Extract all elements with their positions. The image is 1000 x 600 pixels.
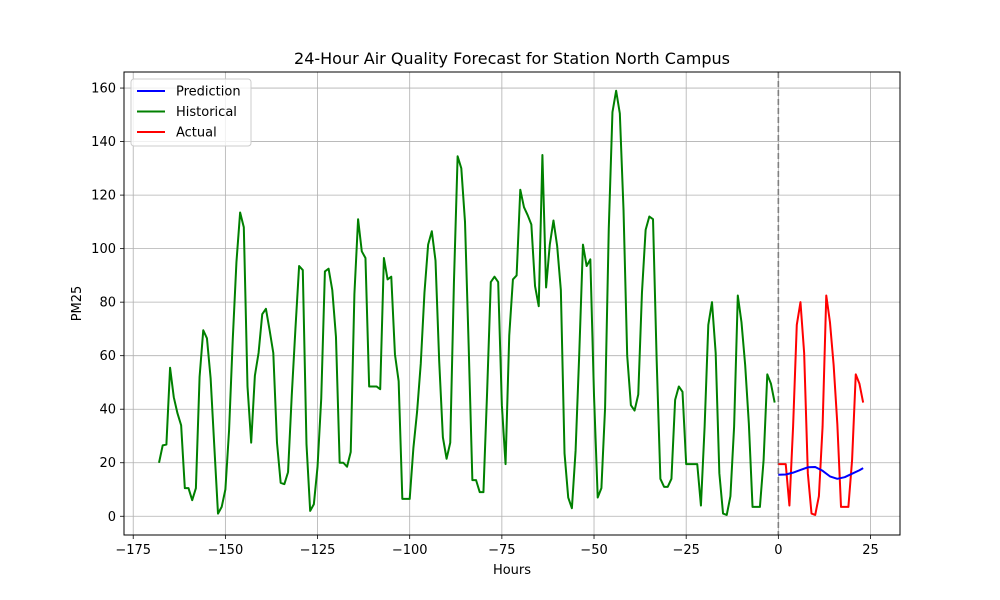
x-axis-label: Hours [493,563,531,578]
x-tick-label: 0 [774,543,782,558]
legend-label-historical: Historical [176,105,237,120]
x-tick-label: 25 [862,543,879,558]
y-tick-label: 160 [91,82,116,97]
legend-label-actual: Actual [176,126,217,141]
y-tick-label: 120 [91,189,116,204]
x-tick-label: −175 [115,543,151,558]
y-tick-label: 140 [91,135,116,150]
chart-title: 24-Hour Air Quality Forecast for Station… [294,49,730,68]
axis-ticks: −175 −150 −125 −100 −75 −50 −25 0 25 0 20 40 60 80 100… [91,82,879,558]
x-tick-label: −125 [300,543,336,558]
series-lines [158,89,865,516]
y-tick-label: 40 [99,403,116,418]
plot-frame [123,71,901,536]
x-tick-label: −100 [392,543,428,558]
y-tick-label: 80 [99,296,116,311]
y-tick-label: 0 [108,510,116,525]
legend-label-prediction: Prediction [176,85,241,100]
x-tick-label: −25 [672,543,699,558]
x-tick-label: −150 [208,543,244,558]
y-tick-label: 20 [99,456,116,471]
series-line-actual [778,294,865,516]
y-tick-label: 60 [99,349,116,364]
x-tick-label: −75 [488,543,515,558]
x-tick-label: −50 [580,543,607,558]
legend: Prediction Historical Actual [130,78,252,147]
series-line-prediction [778,466,864,480]
y-tick-label: 100 [91,242,116,257]
series-line-historical [158,89,776,516]
legend-box [130,78,252,147]
y-axis-label: PM25 [70,286,85,322]
